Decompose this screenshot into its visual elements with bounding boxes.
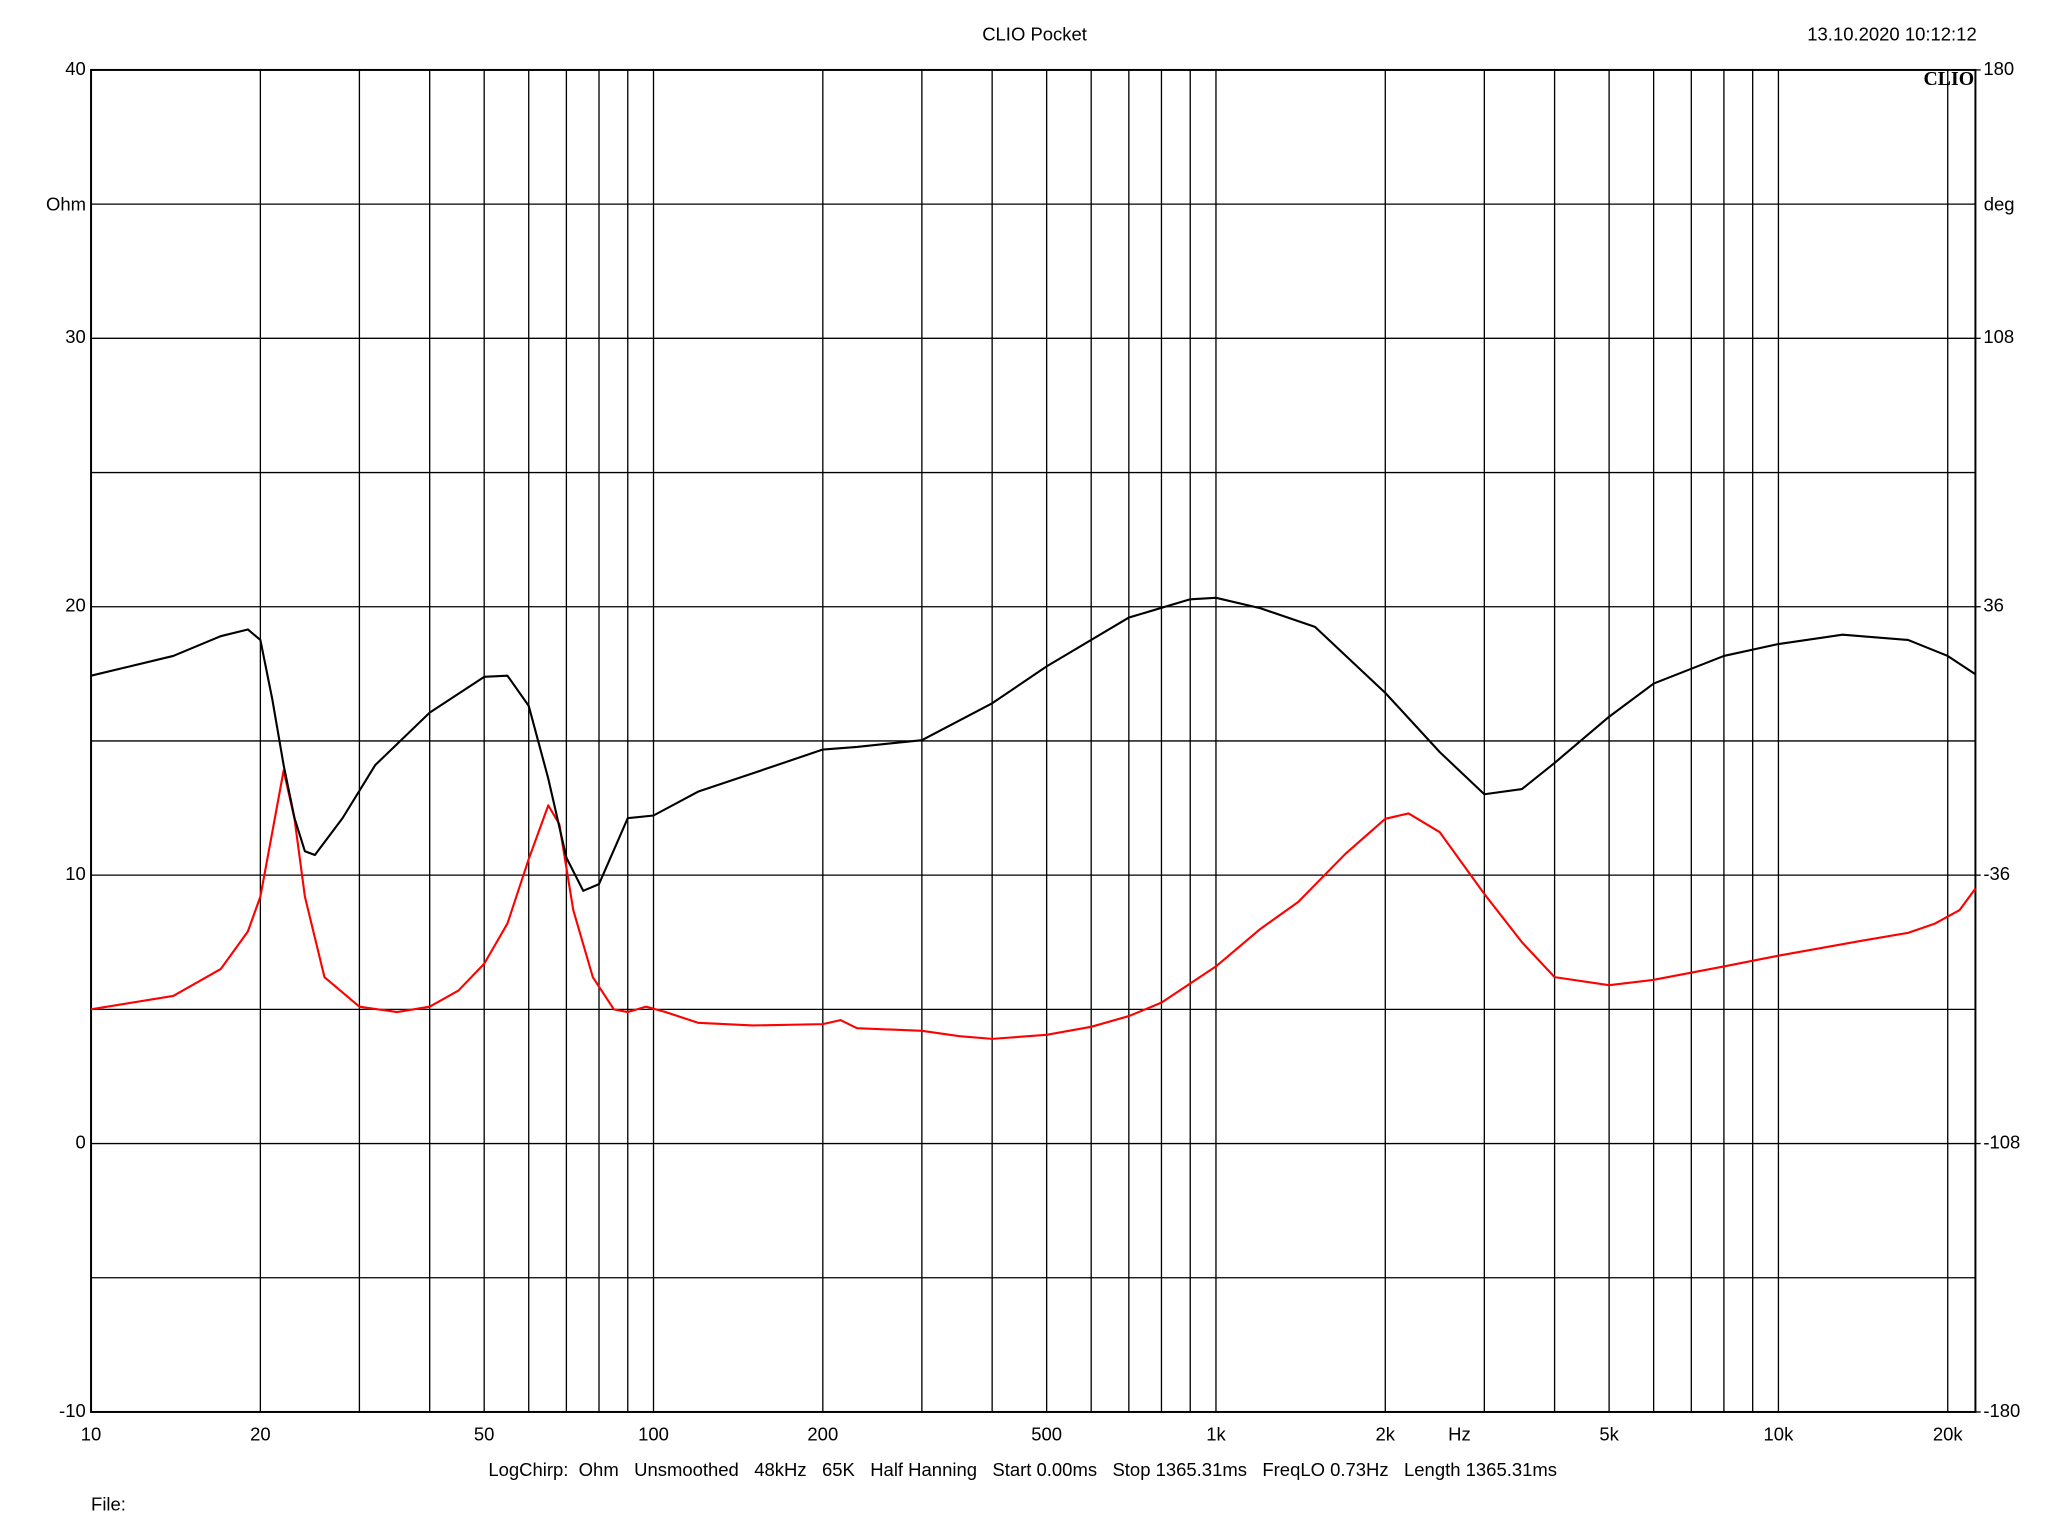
y2-tick-label: 108 bbox=[1983, 326, 2014, 347]
y-tick-label: -10 bbox=[59, 1400, 86, 1421]
x-tick-label: 200 bbox=[807, 1424, 838, 1445]
x-tick-label: 1k bbox=[1206, 1424, 1226, 1445]
y2-tick-label: -180 bbox=[1983, 1400, 2020, 1421]
x-tick-label: 100 bbox=[638, 1424, 669, 1445]
x-tick-label: 2k bbox=[1376, 1424, 1396, 1445]
file-label: File: bbox=[91, 1494, 126, 1515]
chart-title: CLIO Pocket bbox=[982, 24, 1087, 45]
y-tick-label: 0 bbox=[75, 1131, 85, 1152]
x-tick-label: 500 bbox=[1031, 1424, 1062, 1445]
y2-tick-label: 36 bbox=[1983, 595, 2004, 616]
x-tick-label: 10k bbox=[1764, 1424, 1795, 1445]
y2-axis-label: deg bbox=[1984, 194, 2015, 215]
x-axis-label: Hz bbox=[1448, 1424, 1471, 1445]
y-tick-label: 30 bbox=[65, 326, 86, 347]
logo: CLIO bbox=[1924, 68, 1975, 90]
timestamp: 13.10.2020 10:12:12 bbox=[1807, 24, 1976, 45]
series-line bbox=[90, 769, 1977, 1040]
y-tick-label: 40 bbox=[65, 58, 86, 79]
x-tick-label: 20k bbox=[1933, 1424, 1964, 1445]
x-tick-label: 50 bbox=[474, 1424, 495, 1445]
y2-tick-label: 180 bbox=[1983, 58, 2014, 79]
y-axis-label: Ohm bbox=[46, 194, 86, 215]
x-tick-label: 5k bbox=[1599, 1424, 1619, 1445]
x-tick-label: 20 bbox=[250, 1424, 271, 1445]
y-tick-label: 20 bbox=[65, 595, 86, 616]
series-line bbox=[90, 596, 1977, 892]
y2-tick-label: -36 bbox=[1983, 863, 2010, 884]
info-line: LogChirp: Ohm Unsmoothed 48kHz 65K Half … bbox=[488, 1459, 1557, 1480]
plot-frame bbox=[90, 68, 1977, 1413]
x-tick-label: 10 bbox=[81, 1424, 102, 1445]
y-tick-label: 10 bbox=[65, 863, 86, 884]
y2-tick-label: -108 bbox=[1983, 1131, 2020, 1152]
